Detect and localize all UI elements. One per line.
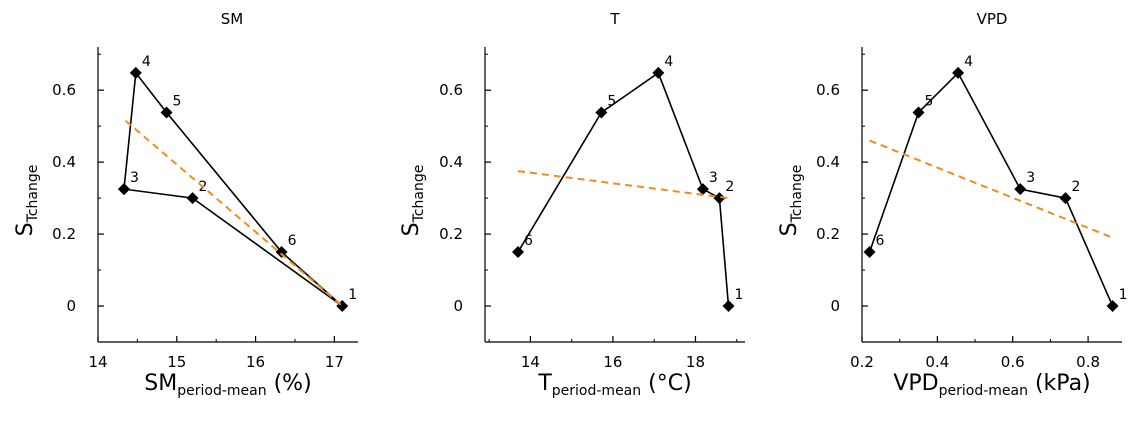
- x-tick-label: 17: [325, 353, 344, 371]
- y-axis-title-sub: Tchange: [411, 165, 427, 224]
- panel-title: VPD: [977, 10, 1008, 28]
- data-point: [1059, 192, 1072, 205]
- point-label: 1: [734, 287, 743, 303]
- y-axis-title-main: S: [399, 222, 424, 236]
- data-point: [186, 192, 199, 205]
- y-tick-label: 0.2: [816, 225, 840, 243]
- point-label: 2: [725, 179, 734, 195]
- x-axis-title: Tperiod-mean (°C): [537, 371, 691, 399]
- point-label: 6: [288, 233, 297, 249]
- data-line: [517, 71, 730, 307]
- y-tick-label: 0: [66, 297, 76, 315]
- panel-title: T: [609, 10, 620, 28]
- point-label: 1: [348, 287, 357, 303]
- point-label: 5: [925, 93, 934, 109]
- y-tick-label: 0: [453, 297, 463, 315]
- y-tick-label: 0.6: [816, 81, 840, 99]
- data-point: [1014, 183, 1027, 196]
- data-point: [652, 66, 665, 79]
- y-tick-label: 0.6: [52, 81, 76, 99]
- x-axis-title: VPDperiod-mean (kPa): [893, 371, 1090, 399]
- data-point: [696, 183, 709, 196]
- data-point: [595, 106, 608, 119]
- y-tick-label: 0.4: [816, 153, 840, 171]
- regression-line: [124, 119, 343, 307]
- point-label: 4: [142, 54, 151, 70]
- y-axis-title-sub: Tchange: [25, 165, 41, 224]
- y-tick-label: 0: [830, 297, 840, 315]
- x-axis-title-sub: period-mean: [552, 383, 641, 399]
- point-label: 3: [709, 170, 718, 186]
- x-tick-label: 14: [521, 353, 540, 371]
- y-axis-title-main: S: [777, 222, 802, 236]
- point-label: 2: [1071, 179, 1080, 195]
- point-label: 1: [1119, 287, 1128, 303]
- x-axis-title-unit: (%): [267, 371, 312, 396]
- y-tick-label: 0.2: [52, 225, 76, 243]
- x-tick-label: 16: [603, 353, 622, 371]
- y-axis-title: STchange: [13, 165, 41, 237]
- x-tick-label: 0.4: [925, 353, 949, 371]
- data-point: [275, 246, 288, 259]
- y-tick-label: 0.4: [439, 153, 463, 171]
- data-point: [713, 192, 726, 205]
- y-axis-title: STchange: [399, 165, 427, 237]
- data-point: [863, 246, 876, 259]
- x-axis-title-unit: (°C): [641, 371, 692, 396]
- chart-panel-vpd: VPD 0 0.2 0.4 0.6 0.2 0.4 0.6 0.8VPDperiod-mean …: [777, 10, 1128, 399]
- x-axis-title: SMperiod-mean (%): [144, 371, 311, 399]
- data-point: [1106, 300, 1119, 313]
- y-axis-title-sub: Tchange: [789, 165, 805, 224]
- point-label: 4: [964, 54, 973, 70]
- point-label: 5: [607, 93, 616, 109]
- x-tick-label: 0.8: [1076, 353, 1100, 371]
- data-point: [118, 183, 130, 196]
- y-tick-label: 0.4: [52, 153, 76, 171]
- data-point: [129, 66, 142, 79]
- x-tick-label: 0.2: [850, 353, 874, 371]
- x-tick-label: 0.6: [1001, 353, 1025, 371]
- y-axis-title-main: S: [13, 222, 38, 236]
- x-tick-label: 18: [686, 353, 705, 371]
- y-axis-title: STchange: [777, 165, 805, 237]
- x-tick-label: 15: [167, 353, 186, 371]
- data-point: [912, 106, 925, 119]
- y-tick-label: 0.6: [439, 81, 463, 99]
- point-label: 3: [1026, 170, 1035, 186]
- point-label: 6: [876, 233, 885, 249]
- data-point: [722, 300, 735, 313]
- point-label: 4: [664, 54, 673, 70]
- point-label: 5: [173, 93, 182, 109]
- data-point: [512, 246, 525, 259]
- x-tick-label: 14: [88, 353, 107, 371]
- data-point: [952, 66, 965, 79]
- regression-line: [869, 139, 1113, 239]
- point-label: 3: [130, 170, 139, 186]
- x-tick-label: 16: [246, 353, 265, 371]
- x-axis-title-sub: period-mean: [939, 383, 1028, 399]
- x-axis-title-main: VPD: [893, 371, 938, 396]
- y-tick-label: 0.2: [439, 225, 463, 243]
- data-line: [868, 71, 1114, 307]
- data-point: [160, 106, 173, 119]
- x-axis-title-main: SM: [144, 371, 177, 396]
- x-axis-title-unit: (kPa): [1028, 371, 1091, 396]
- x-axis-title-main: T: [537, 371, 552, 396]
- x-axis-title-sub: period-mean: [177, 383, 266, 399]
- panel-title: SM: [221, 10, 243, 28]
- data-line: [123, 70, 343, 307]
- point-label: 6: [524, 233, 533, 249]
